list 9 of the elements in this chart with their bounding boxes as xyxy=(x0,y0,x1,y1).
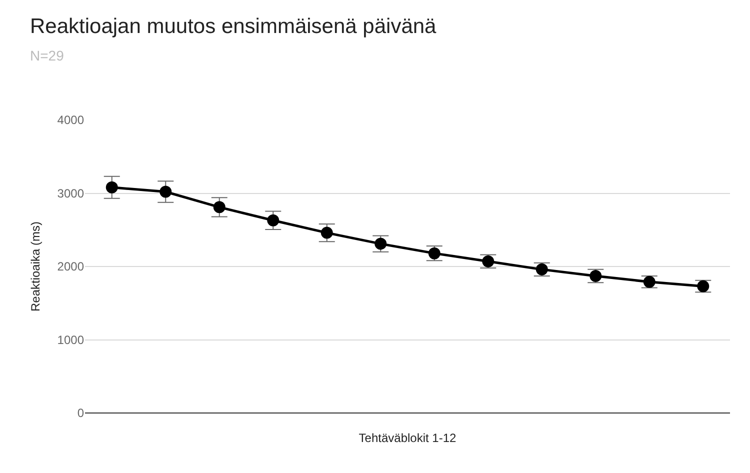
x-axis-title: Tehtäväblokit 1-12 xyxy=(358,430,457,445)
y-tick-label: 2000 xyxy=(57,260,84,274)
y-tick-label: 1000 xyxy=(57,332,84,347)
chart-subtitle: N=29 xyxy=(30,47,64,64)
chart-title: Reaktioajan muutos ensimmäisenä päivänä xyxy=(30,15,437,38)
y-axis-title: Reaktioaika (ms) xyxy=(28,221,43,312)
y-tick-label: 3000 xyxy=(57,186,84,200)
y-tick-label: 4000 xyxy=(57,113,84,128)
y-tick-label: 0 xyxy=(77,406,84,420)
